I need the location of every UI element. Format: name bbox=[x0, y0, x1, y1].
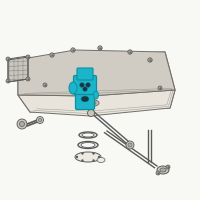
Ellipse shape bbox=[81, 142, 95, 148]
Circle shape bbox=[36, 116, 44, 123]
Circle shape bbox=[20, 121, 24, 127]
Polygon shape bbox=[8, 57, 28, 82]
Circle shape bbox=[6, 57, 10, 61]
Circle shape bbox=[128, 50, 132, 54]
Circle shape bbox=[88, 110, 95, 116]
Ellipse shape bbox=[69, 82, 77, 94]
Polygon shape bbox=[18, 50, 175, 96]
Circle shape bbox=[126, 141, 134, 149]
Ellipse shape bbox=[160, 168, 166, 172]
Polygon shape bbox=[18, 90, 175, 116]
Ellipse shape bbox=[97, 158, 105, 162]
Circle shape bbox=[50, 53, 54, 57]
Circle shape bbox=[76, 156, 78, 158]
FancyBboxPatch shape bbox=[76, 88, 95, 110]
Circle shape bbox=[26, 55, 30, 59]
Circle shape bbox=[92, 159, 95, 162]
Circle shape bbox=[81, 152, 84, 155]
Circle shape bbox=[158, 86, 162, 90]
Polygon shape bbox=[18, 52, 175, 112]
Circle shape bbox=[17, 119, 27, 129]
FancyBboxPatch shape bbox=[77, 68, 93, 80]
Circle shape bbox=[148, 58, 152, 62]
Circle shape bbox=[166, 165, 170, 169]
Circle shape bbox=[98, 46, 102, 50]
Ellipse shape bbox=[157, 166, 169, 174]
Ellipse shape bbox=[80, 100, 96, 106]
Circle shape bbox=[26, 77, 30, 81]
Circle shape bbox=[83, 86, 88, 92]
Circle shape bbox=[128, 143, 132, 147]
Ellipse shape bbox=[94, 91, 98, 99]
Ellipse shape bbox=[77, 99, 99, 107]
Circle shape bbox=[80, 82, 84, 88]
Ellipse shape bbox=[81, 96, 89, 102]
Circle shape bbox=[71, 48, 75, 52]
Circle shape bbox=[92, 152, 95, 155]
Circle shape bbox=[38, 118, 42, 121]
Ellipse shape bbox=[75, 152, 101, 162]
Circle shape bbox=[156, 171, 160, 175]
Circle shape bbox=[6, 79, 10, 83]
Circle shape bbox=[43, 83, 47, 87]
FancyBboxPatch shape bbox=[74, 75, 96, 95]
Ellipse shape bbox=[82, 133, 94, 137]
Circle shape bbox=[98, 156, 100, 158]
Circle shape bbox=[81, 159, 84, 162]
Circle shape bbox=[86, 82, 90, 88]
